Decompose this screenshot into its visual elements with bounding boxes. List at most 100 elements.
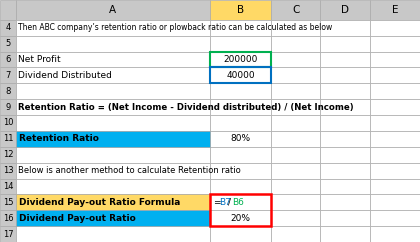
Bar [320, 210, 370, 226]
Bar [210, 52, 271, 68]
Bar [370, 163, 420, 179]
Bar [370, 20, 420, 36]
Bar [271, 99, 320, 115]
Text: 200000: 200000 [223, 55, 257, 64]
Bar [370, 0, 420, 20]
Bar [271, 20, 320, 36]
Text: 40000: 40000 [226, 71, 255, 80]
Text: B6: B6 [232, 198, 244, 207]
Bar [370, 226, 420, 242]
Bar [271, 210, 320, 226]
Text: B: B [237, 5, 244, 15]
Bar [320, 131, 370, 147]
Bar [0, 194, 16, 210]
Text: 17: 17 [3, 230, 13, 239]
Bar [320, 52, 370, 68]
Bar [271, 131, 320, 147]
Bar [16, 0, 210, 20]
Text: 4: 4 [5, 23, 10, 32]
Bar [16, 163, 210, 179]
Bar [271, 52, 320, 68]
Bar [16, 210, 210, 226]
Bar [210, 131, 271, 147]
Bar [16, 194, 210, 210]
Text: 11: 11 [3, 134, 13, 143]
Bar [271, 163, 320, 179]
Bar [210, 99, 271, 115]
Bar [370, 83, 420, 99]
Bar [210, 68, 271, 83]
Text: Dividend Pay-out Ratio: Dividend Pay-out Ratio [19, 214, 136, 223]
Bar [16, 36, 210, 52]
Text: Dividend Distributed: Dividend Distributed [18, 71, 113, 80]
Text: A: A [110, 5, 116, 15]
Text: 10: 10 [3, 119, 13, 128]
Bar [210, 83, 271, 99]
Bar [0, 20, 16, 36]
Bar [210, 36, 271, 52]
Text: C: C [292, 5, 299, 15]
Bar [271, 68, 320, 83]
Text: 12: 12 [3, 150, 13, 159]
Text: 14: 14 [3, 182, 13, 191]
Bar [320, 20, 370, 36]
Bar [370, 36, 420, 52]
Bar [0, 115, 16, 131]
Bar [210, 115, 271, 131]
Bar [16, 52, 210, 68]
Bar [16, 115, 210, 131]
Bar [370, 210, 420, 226]
Text: Retention Ratio: Retention Ratio [19, 134, 99, 143]
Bar [210, 0, 271, 20]
Bar [16, 20, 210, 36]
Bar [0, 36, 16, 52]
Bar [370, 194, 420, 210]
Text: Retention Ratio = (Net Income - Dividend distributed) / (Net Income): Retention Ratio = (Net Income - Dividend… [18, 103, 354, 112]
Bar [271, 179, 320, 194]
Bar [0, 210, 16, 226]
Bar [370, 99, 420, 115]
Text: 15: 15 [3, 198, 13, 207]
Bar [210, 226, 271, 242]
Bar [16, 147, 210, 163]
Bar [210, 194, 271, 210]
Bar [16, 179, 210, 194]
Bar [0, 99, 16, 115]
Bar [370, 68, 420, 83]
Bar [320, 0, 370, 20]
Text: 20%: 20% [231, 214, 250, 223]
Bar [370, 131, 420, 147]
Bar [320, 83, 370, 99]
Bar [271, 83, 320, 99]
Bar [16, 131, 210, 147]
Bar [370, 52, 420, 68]
Text: Dividend Pay-out Ratio Formula: Dividend Pay-out Ratio Formula [19, 198, 181, 207]
Bar [0, 0, 16, 20]
Bar [0, 83, 16, 99]
Bar [271, 147, 320, 163]
Bar [320, 68, 370, 83]
Text: /: / [228, 198, 231, 207]
Bar [16, 194, 210, 210]
Bar [320, 179, 370, 194]
Bar [16, 210, 210, 226]
Bar [210, 20, 271, 36]
Bar [0, 52, 16, 68]
Text: =: = [213, 198, 221, 207]
Text: Net Profit: Net Profit [18, 55, 61, 64]
Bar [16, 83, 210, 99]
Bar [0, 226, 16, 242]
Bar [210, 68, 271, 83]
Text: 6: 6 [5, 55, 10, 64]
Bar [210, 179, 271, 194]
Bar [271, 36, 320, 52]
Bar [370, 179, 420, 194]
Text: E: E [392, 5, 399, 15]
Bar [320, 226, 370, 242]
Bar [210, 194, 271, 226]
Bar [210, 163, 271, 179]
Bar [16, 226, 210, 242]
Bar [320, 163, 370, 179]
Bar [320, 147, 370, 163]
Bar [370, 115, 420, 131]
